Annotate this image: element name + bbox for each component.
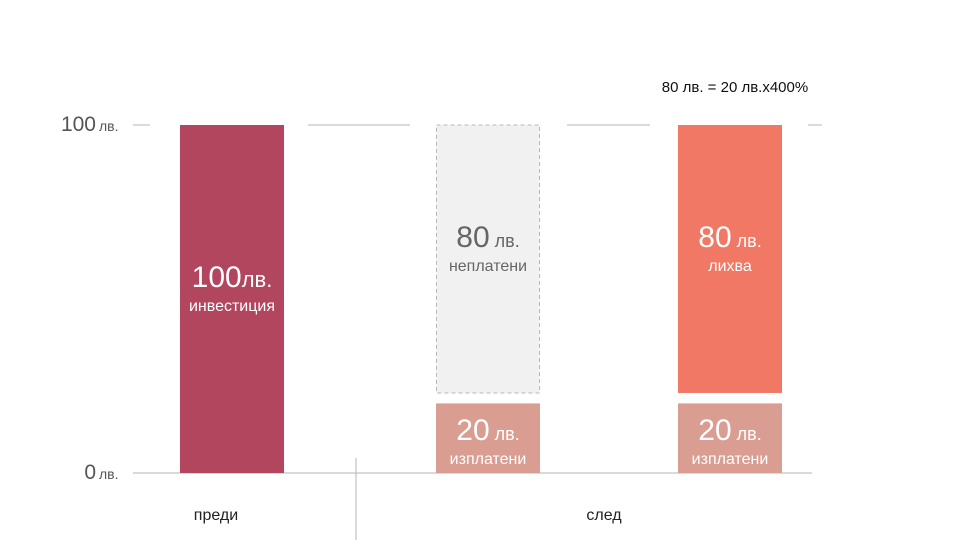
segment-value-label: 80 лв. — [698, 221, 761, 254]
segment-unit: лв. — [495, 424, 520, 444]
segment-unit: лв. — [242, 267, 273, 292]
annotation-text: 80 лв. = 20 лв.x400% — [662, 79, 808, 96]
segment-value-label: 20 лв. — [456, 414, 519, 447]
segment-value-label: 80 лв. — [456, 221, 519, 254]
segment-category-label: неплатени — [449, 258, 527, 275]
segment-category-label: лихва — [708, 258, 752, 275]
y-tick-unit: лв. — [99, 118, 119, 134]
segment-category-label: изплатени — [450, 451, 527, 468]
bar-segment-изплатени — [678, 403, 782, 473]
group-label-0: преди — [194, 507, 238, 524]
segment-unit: лв. — [737, 231, 762, 251]
bars-layer — [180, 124, 782, 473]
bar-segment-инвестиция — [180, 125, 284, 473]
y-tick-unit: лв. — [99, 466, 119, 482]
y-tick-label-100: 100 — [61, 113, 96, 136]
bar-segment-лихва — [678, 125, 782, 393]
y-tick-label-0: 0 — [84, 461, 96, 484]
segment-value: 100 — [192, 261, 242, 294]
segment-value: 20 — [698, 414, 731, 447]
segment-category-label: изплатени — [692, 451, 769, 468]
bar-segment-неплатени — [436, 124, 540, 394]
segment-category-label: инвестиция — [189, 298, 275, 315]
segment-unit: лв. — [737, 424, 762, 444]
segment-value: 80 — [698, 221, 731, 254]
segment-value: 20 — [456, 414, 489, 447]
segment-value: 80 — [456, 221, 489, 254]
segment-value-label: 20 лв. — [698, 414, 761, 447]
segment-value-label: 100лв. — [192, 261, 273, 294]
segment-unit: лв. — [495, 231, 520, 251]
bar-segment-изплатени — [436, 403, 540, 473]
group-label-1: след — [586, 507, 622, 524]
